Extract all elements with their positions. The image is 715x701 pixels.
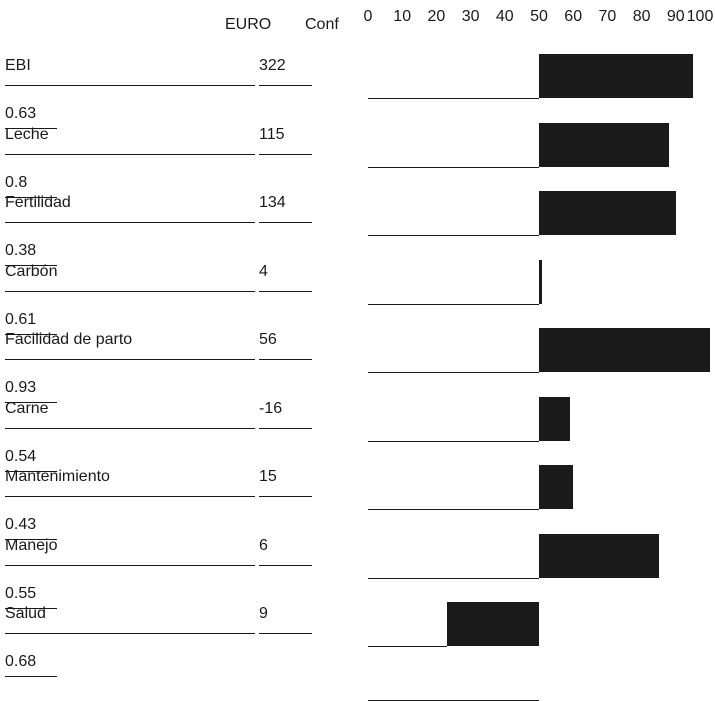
- euro-value: -16: [259, 399, 283, 417]
- conf-value-overline: [5, 470, 57, 472]
- trait-label: Mantenimiento: [5, 468, 110, 485]
- euro-value: 9: [259, 605, 268, 622]
- x-tick-label: 60: [564, 8, 583, 25]
- trait-row: Carbón 4 0.61: [0, 251, 715, 335]
- trait-row: Salud 9 0.68: [0, 593, 715, 677]
- euro-value: 15: [259, 468, 277, 485]
- euro-value-underline: [259, 85, 312, 86]
- x-tick-label: 30: [461, 8, 480, 25]
- x-tick-label: 90: [666, 8, 685, 25]
- bar: [539, 122, 669, 167]
- bar: [446, 602, 539, 646]
- trait-label: Carne: [5, 399, 49, 417]
- conf-value: 0.61: [5, 310, 37, 328]
- euro-column-header: EURO: [225, 16, 272, 33]
- conf-value: 0.93: [5, 379, 37, 396]
- bar: [539, 533, 659, 578]
- conf-value: 0.54: [5, 447, 37, 465]
- trait-label-underline: [5, 427, 255, 429]
- x-tick-label: 50: [530, 8, 548, 25]
- bar-baseline: [368, 235, 539, 236]
- euro-value: 4: [259, 262, 268, 280]
- euro-value-underline: [259, 564, 312, 566]
- euro-value: 6: [259, 536, 268, 554]
- trait-label: Manejo: [5, 536, 58, 554]
- conf-value-overline: [5, 402, 57, 403]
- euro-value-underline: [259, 359, 312, 360]
- trait-label-underline: [5, 153, 255, 155]
- trait-label-underline: [5, 290, 255, 292]
- x-tick-label: 80: [632, 8, 651, 25]
- bar-baseline: [368, 577, 539, 579]
- conf-value-overline: [5, 607, 57, 609]
- x-tick-label: 40: [495, 8, 514, 25]
- trait-row: Mantenimiento 15 0.43: [0, 456, 715, 540]
- trait-row: Fertilidad 134 0.38: [0, 182, 715, 266]
- conf-value-overline: [5, 265, 57, 266]
- bar-baseline: [368, 646, 447, 647]
- bar: [539, 396, 570, 441]
- trait-label: Leche: [5, 125, 49, 143]
- conf-value-overline: [5, 539, 57, 540]
- bar-baseline: [368, 303, 539, 305]
- euro-value-underline: [259, 427, 312, 429]
- trait-row: Carne -16 0.54: [0, 388, 715, 472]
- bar-baseline: [368, 440, 539, 442]
- trait-label: Salud: [5, 605, 46, 622]
- trait-label: EBI: [5, 57, 31, 74]
- conf-value: 0.68: [5, 653, 37, 670]
- trait-row: Leche 115 0.8: [0, 114, 715, 198]
- trait-label: Facilidad de parto: [5, 331, 133, 348]
- conf-value: 0.8: [5, 173, 28, 191]
- conf-value: 0.38: [5, 242, 37, 259]
- trait-label-underline: [5, 222, 255, 223]
- conf-value-overline: [5, 676, 57, 677]
- trait-row: Manejo 6 0.55: [0, 525, 715, 609]
- euro-value-underline: [259, 633, 312, 634]
- conf-value-overline: [5, 333, 57, 335]
- euro-value-underline: [259, 496, 312, 497]
- bar-baseline: [368, 372, 539, 373]
- euro-value: 322: [259, 57, 286, 74]
- trait-label-underline: [5, 564, 255, 566]
- conf-value-overline: [5, 196, 57, 198]
- x-tick-label: 20: [427, 8, 446, 25]
- euro-value-underline: [259, 290, 312, 292]
- conf-value: 0.43: [5, 516, 37, 533]
- x-tick-label: 10: [393, 8, 412, 25]
- trait-label-underline: [5, 359, 255, 360]
- trait-label-underline: [5, 85, 255, 86]
- euro-value-underline: [259, 222, 312, 223]
- trait-row: EBI 322 0.63: [0, 45, 715, 129]
- trait-label: Carbón: [5, 262, 58, 280]
- conf-column-header: Conf: [305, 16, 339, 33]
- x-tick-label: 0: [363, 8, 373, 25]
- conf-value-overline: [5, 128, 57, 129]
- bar: [539, 328, 710, 372]
- bar-baseline: [368, 166, 539, 168]
- bar: [539, 259, 543, 304]
- x-tick-label: 70: [598, 8, 617, 25]
- euro-value: 56: [259, 331, 277, 348]
- bar: [539, 54, 693, 98]
- bar: [539, 191, 676, 235]
- x-tick-label: 100: [686, 8, 714, 25]
- bar: [539, 465, 574, 509]
- bar-baseline: [368, 509, 539, 510]
- trait-label-underline: [5, 496, 255, 497]
- trait-label-underline: [5, 633, 255, 634]
- trait-row: Facilidad de parto 56 0.93: [0, 319, 715, 403]
- trait-label: Fertilidad: [5, 194, 71, 211]
- bar-baseline: [368, 98, 539, 99]
- bar-baseline: [368, 699, 539, 701]
- euro-value: 134: [259, 194, 286, 211]
- euro-value: 115: [259, 125, 285, 143]
- conf-value: 0.55: [5, 584, 37, 602]
- euro-value-underline: [259, 153, 312, 155]
- conf-value: 0.63: [5, 105, 37, 122]
